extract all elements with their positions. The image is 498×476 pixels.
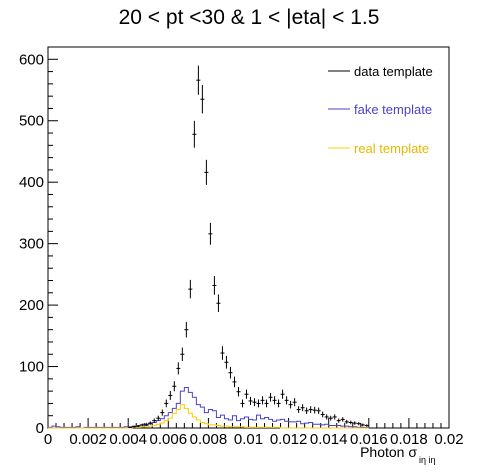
data-point [172, 381, 177, 392]
data-point [364, 424, 369, 427]
data-point [188, 279, 193, 299]
data-point [280, 389, 285, 399]
data-point [128, 426, 133, 428]
data-point [228, 366, 233, 379]
data-point [240, 399, 245, 408]
data-point [176, 362, 181, 375]
data-point [140, 423, 145, 427]
x-tick-label: 0.02 [434, 431, 463, 448]
y-axis-ticks: 0 100 200 300 400 500 600 [19, 46, 58, 437]
legend-label: data template [354, 64, 433, 79]
data-point [208, 222, 213, 245]
x-axis-label: Photon σ [360, 444, 417, 460]
x-axis-label-subscript: iη iη [419, 455, 436, 465]
data-point [164, 399, 169, 408]
data-point [264, 399, 269, 408]
data-point [156, 415, 161, 421]
y-tick-label: 500 [19, 113, 44, 130]
data-point [220, 346, 225, 360]
data-point [312, 406, 317, 414]
data-point [260, 396, 265, 405]
data-point [136, 425, 141, 428]
data-point [276, 399, 281, 408]
x-tick-label: 0.018 [390, 431, 428, 448]
data-point [316, 407, 321, 415]
data-point [288, 400, 293, 409]
data-point [160, 409, 165, 416]
x-tick-label: 0 [44, 431, 52, 448]
y-tick-label: 600 [19, 51, 44, 68]
x-tick-label: 0.016 [350, 431, 388, 448]
data-point [336, 418, 341, 423]
x-tick-label: 0.012 [270, 431, 308, 448]
data-point [324, 414, 329, 420]
data-point [244, 389, 249, 399]
data-point [296, 406, 301, 413]
data-point [132, 425, 137, 428]
chart-title: 20 < pt <30 & 1 < |eta| < 1.5 [119, 6, 380, 29]
data-point [204, 159, 209, 185]
data-point [144, 422, 149, 426]
data-point [196, 65, 201, 95]
data-point [148, 421, 153, 425]
data-point [252, 398, 257, 407]
data-point [348, 420, 353, 425]
data-point [304, 407, 309, 415]
x-tick-label: 0.006 [150, 431, 188, 448]
x-tick-label: 0.014 [310, 431, 348, 448]
x-tick-label: 0.002 [69, 431, 107, 448]
x-tick-label: 0.004 [109, 431, 147, 448]
y-tick-label: 0 [36, 420, 44, 437]
data-point [224, 355, 229, 369]
data-point [212, 276, 217, 295]
data-point [216, 294, 221, 313]
data-point [248, 396, 253, 406]
x-axis-ticks: 0 0.002 0.004 0.006 0.008 0.01 0.012 0.014 0.016… [44, 418, 464, 448]
x-tick-label: 0.008 [190, 431, 228, 448]
data-point [332, 414, 337, 420]
data-point [284, 396, 289, 405]
y-tick-label: 300 [19, 236, 44, 253]
series-real-template-step [48, 404, 369, 429]
legend-label: fake template [354, 102, 432, 117]
x-tick-label: 0.01 [234, 431, 263, 448]
data-point [344, 419, 349, 424]
legend: data template fake template real template [328, 64, 433, 156]
data-point [272, 396, 277, 405]
data-point [356, 422, 361, 426]
data-point [320, 411, 325, 418]
data-point [340, 417, 345, 422]
data-point [236, 387, 241, 397]
y-tick-label: 200 [19, 297, 44, 314]
data-point [268, 392, 273, 402]
data-point [180, 347, 185, 361]
data-point [360, 423, 365, 427]
data-point [300, 404, 305, 412]
data-point [184, 321, 189, 338]
data-point [168, 390, 173, 400]
data-point [328, 415, 333, 421]
data-point [232, 376, 237, 388]
y-tick-label: 100 [19, 359, 44, 376]
data-point [352, 421, 357, 425]
legend-label: real template [354, 141, 429, 156]
series-fake-template-step [48, 386, 369, 429]
y-tick-label: 400 [19, 174, 44, 191]
data-point [200, 85, 205, 114]
series-layer [48, 65, 369, 429]
data-point [256, 399, 261, 408]
data-point [152, 418, 157, 423]
data-point [292, 398, 297, 407]
data-point [308, 406, 313, 413]
data-point [192, 120, 197, 148]
